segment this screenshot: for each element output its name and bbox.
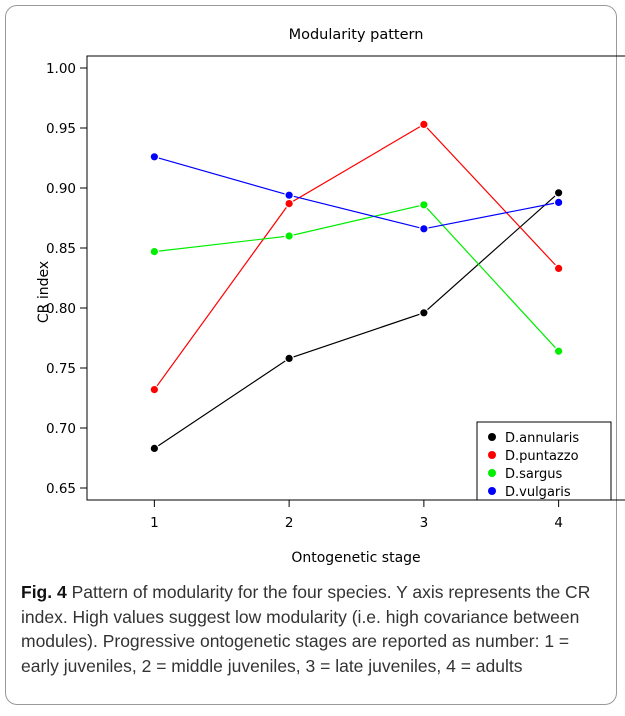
- data-point-d-sargus: [149, 246, 160, 257]
- x-tick-label: 4: [554, 515, 563, 531]
- y-tick-label: 0.90: [46, 181, 76, 197]
- data-point-d-vulgaris: [149, 152, 160, 162]
- data-point-d-sargus: [553, 346, 564, 356]
- data-point-d-puntazzo: [149, 384, 160, 395]
- legend: D.annularis D.puntazzo D.sargus D.vulgaris: [476, 421, 612, 501]
- legend-label: D.puntazzo: [505, 449, 579, 464]
- data-point-d-annularis: [553, 188, 564, 198]
- data-point-d-annularis: [284, 353, 294, 364]
- data-point-d-sargus: [284, 231, 294, 241]
- data-point-d-sargus: [419, 200, 429, 210]
- legend-box: [476, 421, 612, 501]
- line-chart: Modularity pattern 0.650.700.750.800.850…: [36, 27, 625, 566]
- data-point-d-annularis: [149, 443, 160, 454]
- series-layer: [149, 119, 564, 454]
- chart-title: Modularity pattern: [289, 27, 424, 43]
- y-tick-label: 1.00: [46, 61, 76, 77]
- x-tick-label: 3: [420, 515, 429, 531]
- legend-label: D.sargus: [505, 467, 562, 482]
- figure-frame: [5, 5, 617, 705]
- y-axis-label: CR index: [36, 261, 52, 323]
- x-axis-label: Ontogenetic stage: [291, 550, 420, 566]
- series-line-d-vulgaris: [154, 156, 559, 230]
- data-point-d-vulgaris: [284, 190, 294, 200]
- data-point-d-annularis: [419, 307, 429, 318]
- y-tick-label: 0.85: [46, 241, 76, 257]
- legend-marker: [488, 433, 496, 441]
- series-line-d-sargus: [154, 204, 560, 352]
- data-point-d-vulgaris: [553, 197, 564, 208]
- plot-area: [86, 55, 625, 501]
- y-tick-label: 0.95: [46, 121, 76, 137]
- x-axis: 1 2 3 4: [150, 500, 563, 531]
- legend-marker: [488, 451, 496, 459]
- y-tick-label: 0.80: [46, 301, 76, 317]
- caption-label: Fig. 4: [21, 582, 67, 602]
- data-point-d-puntazzo: [419, 119, 429, 130]
- legend-label: D.annularis: [505, 431, 579, 446]
- y-tick-label: 0.75: [46, 361, 76, 377]
- caption-text: Pattern of modularity for the four speci…: [21, 582, 591, 676]
- figure-caption: Fig. 4 Pattern of modularity for the fou…: [21, 580, 606, 678]
- x-tick-label: 1: [150, 515, 159, 531]
- y-tick-label: 0.65: [46, 481, 76, 497]
- series-line-d-annularis: [154, 192, 560, 449]
- legend-marker: [488, 469, 496, 477]
- series-line-d-puntazzo: [153, 123, 560, 390]
- legend-label: D.vulgaris: [505, 485, 571, 500]
- data-point-d-puntazzo: [553, 263, 564, 274]
- data-point-d-puntazzo: [284, 198, 294, 209]
- data-point-d-vulgaris: [419, 224, 429, 234]
- x-tick-label: 2: [285, 515, 294, 531]
- y-tick-label: 0.70: [46, 421, 76, 437]
- legend-marker: [488, 487, 496, 495]
- y-axis: 0.65 0.70 0.75 0.80 0.85 0.90 0.95 1.00: [46, 61, 87, 497]
